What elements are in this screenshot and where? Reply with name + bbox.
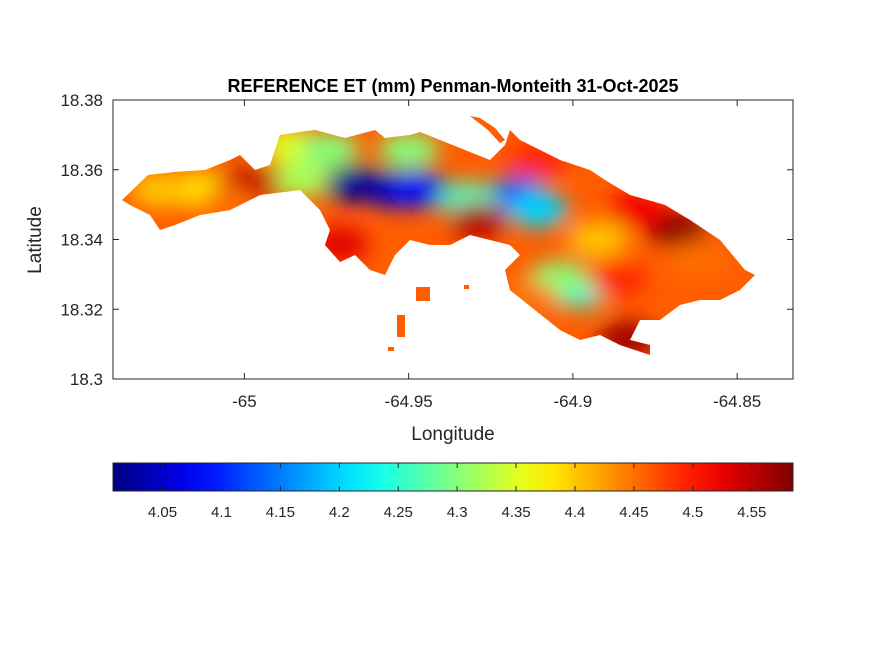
- colorbar-tick-label: 4.1: [211, 504, 232, 521]
- heatmap-cell: [378, 131, 439, 168]
- heatmap-cell: [567, 221, 628, 258]
- heatmap-cell: [508, 141, 569, 178]
- heatmap-cell: [667, 241, 728, 278]
- colorbar-tick-label: 4.05: [148, 504, 177, 521]
- colorbar-tick-label: 4.35: [501, 504, 530, 521]
- y-axis-label: Latitude: [25, 206, 46, 274]
- heatmap-cell: [498, 281, 559, 318]
- heatmap-cell: [448, 201, 509, 238]
- heatmap-cell: [199, 186, 260, 223]
- colorbar-tick-label: 4.4: [565, 504, 586, 521]
- y-tick-label: 18.34: [60, 231, 103, 250]
- colorbar-tick-label: 4.45: [619, 504, 648, 521]
- x-tick-label: -64.9: [554, 392, 593, 411]
- heatmap-cell: [129, 171, 190, 208]
- chart-title: REFERENCE ET (mm) Penman-Monteith 31-Oct…: [227, 76, 678, 96]
- x-axis-label: Longitude: [411, 424, 494, 445]
- heatmap-cell: [299, 131, 360, 168]
- colorbar-tick-label: 4.2: [329, 504, 350, 521]
- heatmap-cell: [269, 161, 330, 198]
- heatmap-layer: [122, 116, 755, 355]
- colorbar-ticks: 4.05 4.1 4.15 4.2 4.25 4.3 4.35 4.4 4.45 4.5 4.55: [148, 463, 766, 521]
- colorbar-tick-label: 4.3: [447, 504, 468, 521]
- colorbar: [112, 462, 794, 492]
- y-tick-label: 18.38: [60, 91, 103, 110]
- heatmap-cell: [587, 261, 648, 298]
- y-tick-label: 18.3: [70, 370, 103, 389]
- heatmap-cell: [597, 321, 658, 355]
- y-tick-label: 18.32: [60, 300, 103, 319]
- y-tick-label: 18.36: [60, 161, 103, 180]
- heatmap-cell: [508, 191, 569, 228]
- axis-ticks: -65 -64.95 -64.9 -64.85 18.38 18.36 18.34 18.32…: [60, 91, 793, 411]
- heatmap-cell: [309, 226, 370, 263]
- heatmap-cell: [607, 191, 668, 228]
- colorbar-tick-label: 4.5: [682, 504, 703, 521]
- colorbar-tick-label: 4.15: [266, 504, 295, 521]
- colorbar-tick-label: 4.25: [384, 504, 413, 521]
- heatmap-cell: [388, 171, 449, 208]
- x-tick-label: -65: [232, 392, 257, 411]
- colorbar-tick-label: 4.55: [737, 504, 766, 521]
- x-tick-label: -64.85: [713, 392, 761, 411]
- x-tick-label: -64.95: [385, 392, 433, 411]
